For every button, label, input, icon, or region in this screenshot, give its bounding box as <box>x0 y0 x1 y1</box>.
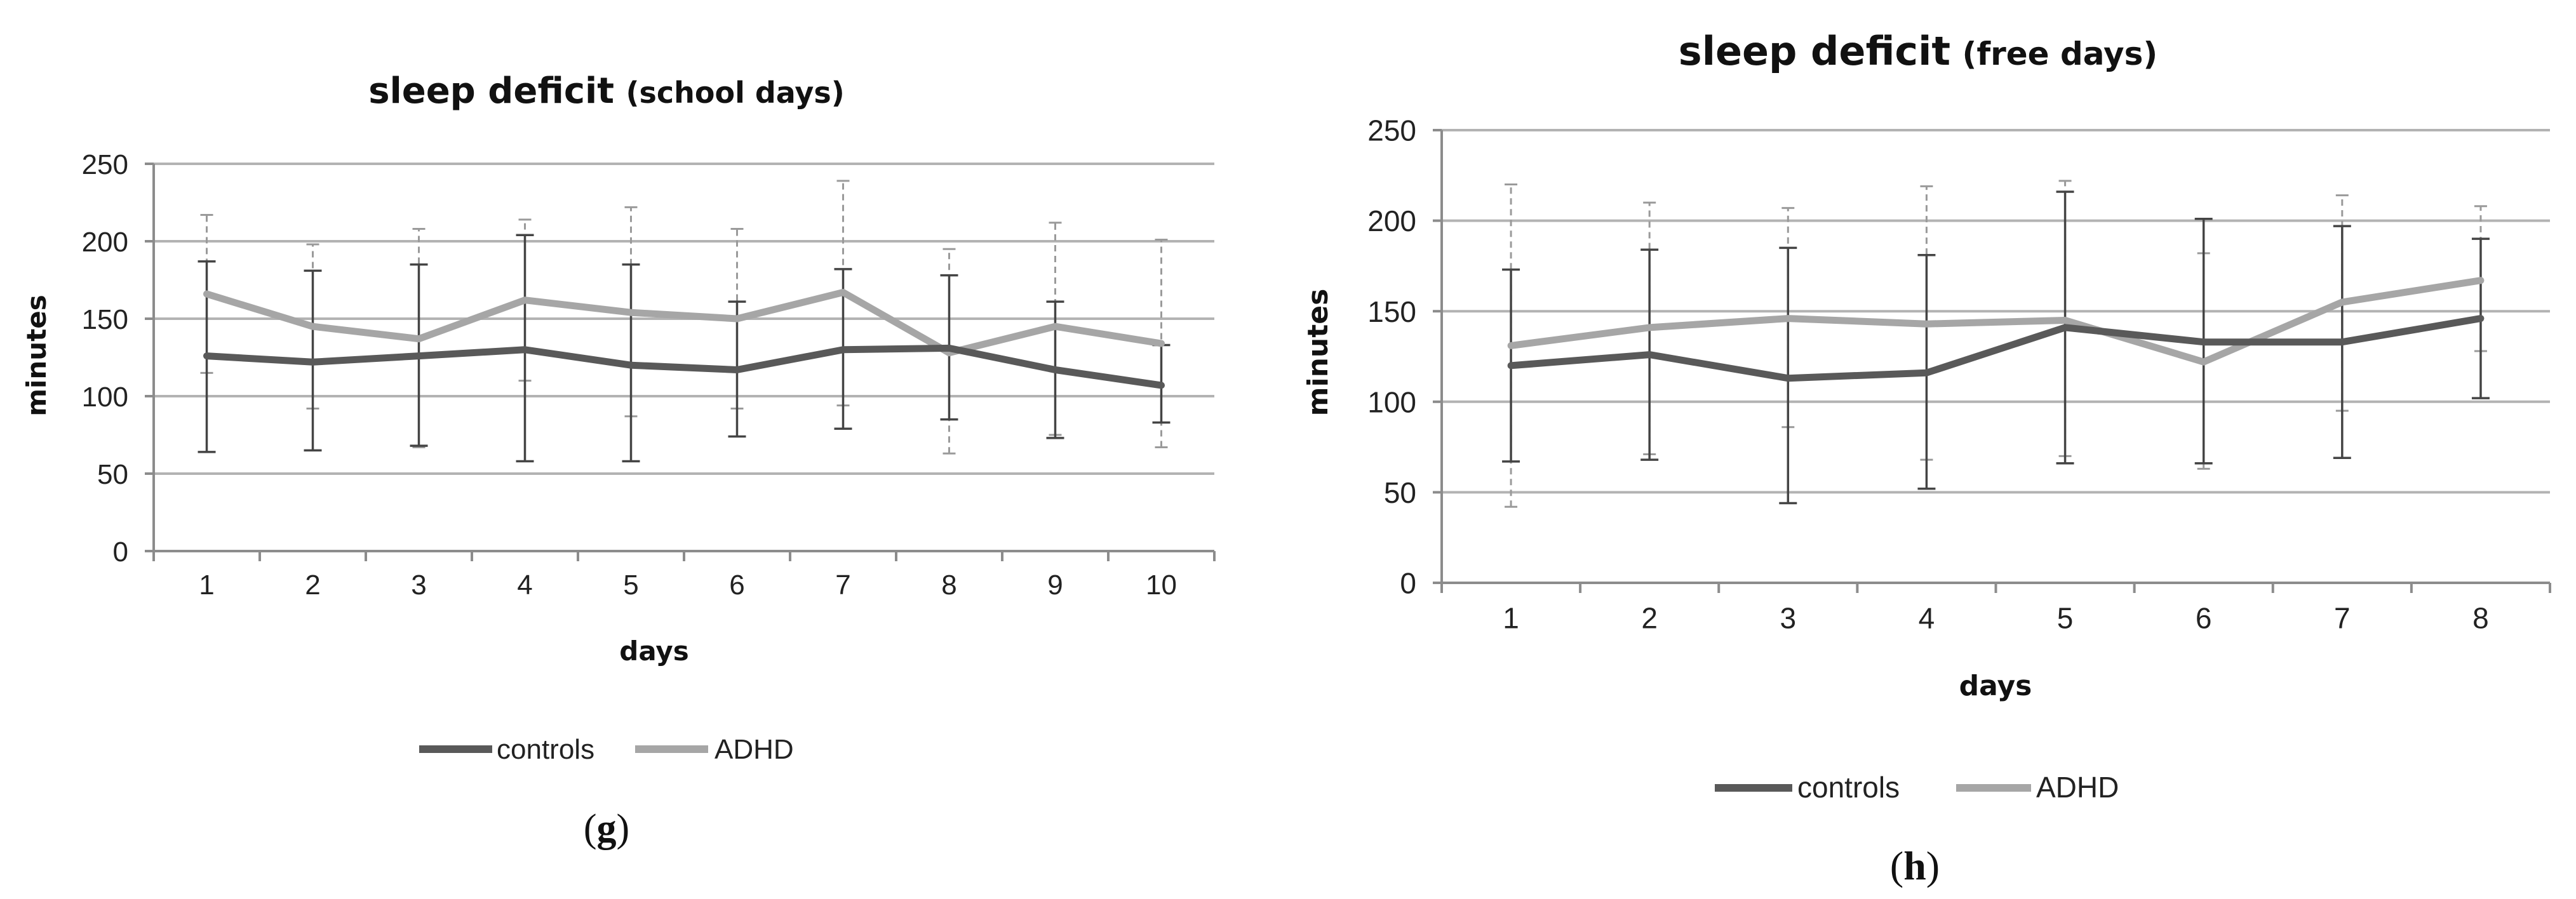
chart-title: sleep deficit (school days) <box>368 70 845 112</box>
x-tick-labels: 1 2 3 4 5 6 7 8 9 10 <box>199 569 1177 601</box>
x-tick-label: 2 <box>1641 601 1658 634</box>
chart-title: sleep deficit (free days) <box>1679 28 2157 74</box>
x-axis-title: days <box>1959 670 2032 702</box>
legend-label-controls: controls <box>497 734 594 765</box>
chart-panel-g: sleep deficit (school days) 0 50 100 150 200… <box>21 70 1216 850</box>
y-tick-label: 0 <box>1400 567 1416 600</box>
y-axis-title: minutes <box>1302 289 1334 416</box>
x-tick-label: 3 <box>1780 601 1797 634</box>
x-tick-marks <box>152 551 1216 561</box>
x-tick-labels: 1 2 3 4 5 6 7 8 <box>1503 601 2488 634</box>
adhd-line <box>203 289 1165 357</box>
x-tick-label: 1 <box>1503 601 1519 634</box>
y-tick-label: 250 <box>82 149 128 180</box>
y-tick-label: 0 <box>113 536 128 568</box>
adhd-line <box>1507 277 2485 366</box>
series-lines <box>1507 277 2485 382</box>
chart-title-main: sleep deficit <box>1679 28 1950 74</box>
y-tick-labels: 0 50 100 150 200 250 <box>82 149 128 568</box>
x-tick-label: 1 <box>199 569 214 601</box>
x-tick-label: 7 <box>835 569 850 601</box>
x-tick-label: 2 <box>305 569 320 601</box>
y-tick-label: 100 <box>82 382 128 413</box>
y-tick-labels: 0 50 100 150 200 250 <box>1367 114 1416 600</box>
y-tick-label: 50 <box>97 459 128 490</box>
chart-title-sub: (free days) <box>1962 36 2158 72</box>
x-tick-label: 9 <box>1047 569 1063 601</box>
x-tick-label: 7 <box>2334 601 2351 634</box>
x-tick-label: 6 <box>729 569 744 601</box>
x-tick-label: 4 <box>1919 601 1935 634</box>
chart-title-sub: (school days) <box>626 76 844 110</box>
y-tick-label: 50 <box>1384 476 1416 509</box>
legend-label-adhd: ADHD <box>714 734 794 765</box>
chart-panel-h: sleep deficit (free days) 05010015020025… <box>1302 28 2551 888</box>
y-tick-label: 250 <box>1367 114 1416 147</box>
controls-error-bars <box>198 234 1171 463</box>
controls-line <box>203 344 1165 389</box>
panel-label-h: (h) <box>1890 843 1940 888</box>
legend-label-adhd: ADHD <box>2036 771 2119 804</box>
y-tick-label: 150 <box>82 304 128 335</box>
panel-label-g: (g) <box>584 807 629 850</box>
x-tick-label: 4 <box>517 569 532 601</box>
x-tick-label: 5 <box>623 569 638 601</box>
chart-title-main: sleep deficit <box>368 70 614 112</box>
legend: controls ADHD <box>1715 771 2119 804</box>
x-tick-label: 8 <box>941 569 956 601</box>
y-axis-title: minutes <box>21 295 52 416</box>
x-tick-label: 6 <box>2196 601 2212 634</box>
controls-line <box>1507 315 2485 382</box>
y-tick-label: 150 <box>1367 295 1416 328</box>
x-axis-title: days <box>619 636 689 667</box>
x-tick-label: 3 <box>411 569 426 601</box>
y-tick-label: 100 <box>1367 385 1416 418</box>
legend: controls ADHD <box>419 734 794 765</box>
y-gridlines <box>1433 129 2550 584</box>
series-lines <box>203 289 1165 389</box>
x-tick-label: 10 <box>1146 569 1177 601</box>
x-tick-marks <box>1440 583 2551 593</box>
legend-label-controls: controls <box>1797 771 1900 804</box>
y-tick-label: 200 <box>82 227 128 258</box>
x-tick-label: 5 <box>2057 601 2074 634</box>
y-tick-label: 200 <box>1367 204 1416 237</box>
x-tick-label: 8 <box>2472 601 2489 634</box>
